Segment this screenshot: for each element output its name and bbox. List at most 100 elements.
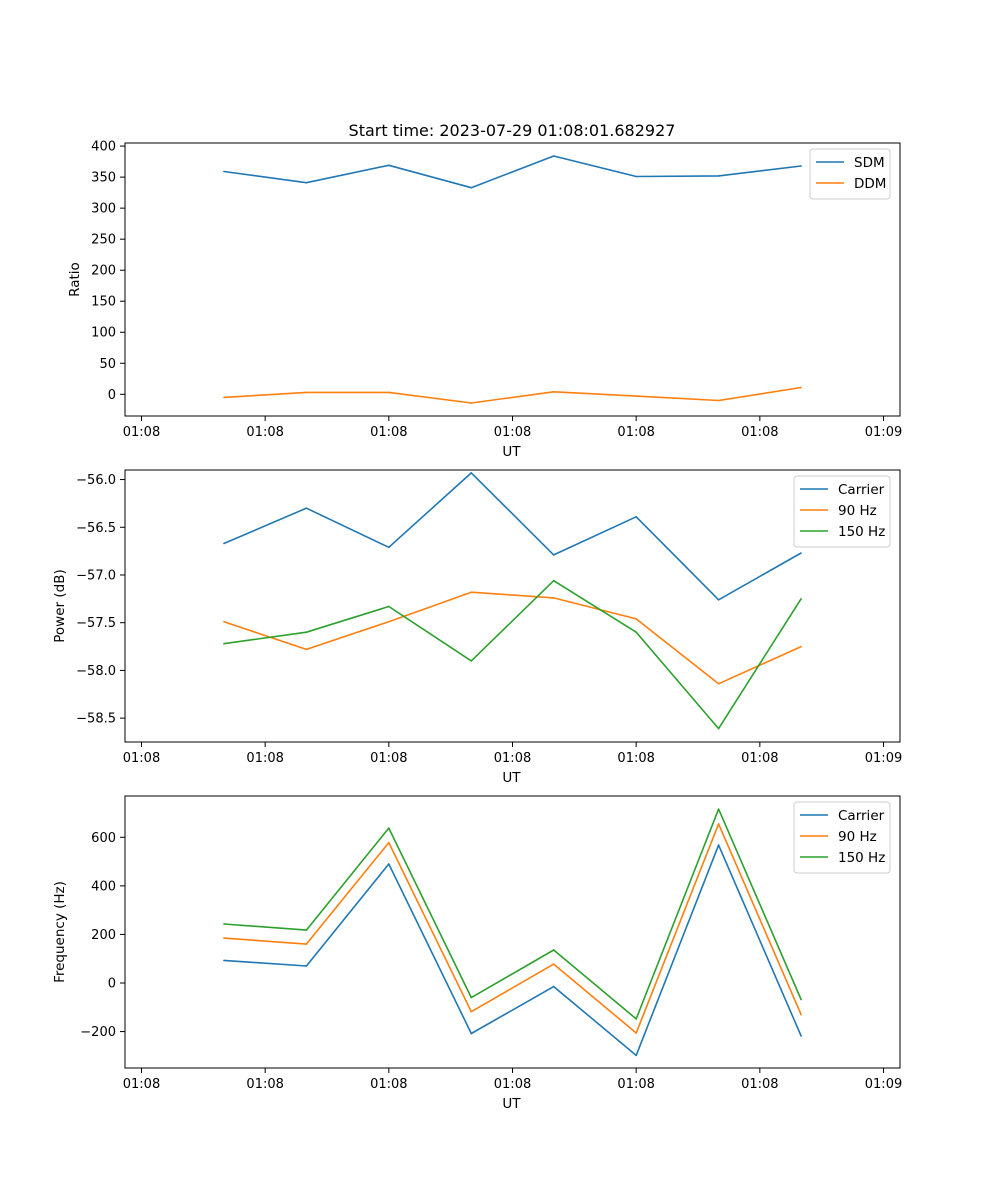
x-axis-label: UT: [502, 770, 521, 786]
data-point-sdm: [717, 175, 720, 177]
y-tick-label: 100: [91, 326, 116, 341]
x-tick-label: 01:09: [865, 751, 902, 766]
x-tick-label: 01:08: [741, 751, 778, 766]
subplot-power: 01:08 01:08 01:08 01:08 01:08 01:08 01:09 −58.5…: [52, 469, 902, 786]
y-tick-label: 600: [91, 831, 116, 846]
figure-title: Start time: 2023-07-29 01:08:01.682927: [349, 121, 676, 140]
legend-label: DDM: [854, 176, 886, 192]
data-point-90-hz: [717, 823, 720, 825]
data-point-sdm: [552, 155, 555, 157]
data-point-carrier: [470, 472, 473, 474]
data-point-carrier: [552, 554, 555, 556]
x-tick-label: 01:08: [370, 1077, 407, 1092]
data-point-carrier: [800, 1035, 802, 1037]
data-point-carrier: [470, 1032, 473, 1035]
x-tick-label: 01:08: [494, 425, 531, 440]
legend-label: Carrier: [838, 808, 885, 824]
x-tick-label: 01:09: [865, 425, 902, 440]
data-point-sdm: [635, 175, 637, 178]
data-point-carrier: [717, 844, 720, 846]
data-point-carrier: [717, 598, 720, 601]
x-tick-label: 01:08: [246, 1077, 283, 1092]
y-tick-label: −56.5: [76, 521, 116, 536]
data-point-150-hz: [305, 929, 308, 931]
data-point-carrier: [800, 552, 802, 554]
legend-label: 90 Hz: [838, 503, 877, 519]
x-tick-label: 01:08: [370, 425, 407, 440]
y-tick-label: 50: [99, 357, 116, 372]
y-axis-label: Power (dB): [52, 569, 68, 642]
series-line-carrier: [223, 472, 802, 601]
legend-label: 90 Hz: [838, 829, 877, 845]
data-point-90-hz: [388, 620, 390, 623]
x-tick-label: 01:08: [494, 751, 531, 766]
data-point-carrier: [388, 863, 390, 865]
subplot-ratio: 01:08 01:08 01:08 01:08 01:08 01:08 01:09 0 50 10…: [67, 140, 902, 460]
data-point-carrier: [305, 965, 308, 967]
data-point-150-hz: [388, 827, 390, 829]
y-tick-label: −200: [80, 1025, 116, 1040]
data-point-90-hz: [552, 597, 555, 599]
series-line-ddm: [223, 386, 802, 404]
y-tick-label: 200: [91, 264, 116, 279]
y-axis-label: Frequency (Hz): [52, 881, 68, 983]
y-tick-label: −58.0: [76, 664, 116, 679]
data-point-90-hz: [717, 682, 720, 685]
data-point-90-hz: [470, 591, 473, 593]
data-point-carrier: [635, 515, 637, 518]
data-point-sdm: [470, 186, 473, 189]
data-point-90-hz: [635, 1032, 637, 1034]
data-point-90-hz: [470, 1010, 473, 1013]
data-point-90-hz: [635, 618, 637, 620]
data-point-150-hz: [717, 727, 720, 730]
data-point-sdm: [223, 170, 225, 173]
x-tick-label: 01:08: [617, 1077, 654, 1092]
data-point-90-hz: [800, 645, 802, 648]
subplot-frequency: 01:08 01:08 01:08 01:08 01:08 01:08 01:09 −200 0…: [52, 795, 902, 1112]
data-point-150-hz: [800, 598, 802, 600]
y-tick-label: 400: [91, 879, 116, 894]
data-point-90-hz: [552, 963, 555, 965]
data-point-150-hz: [800, 998, 802, 1001]
data-point-ddm: [717, 399, 720, 402]
data-point-90-hz: [223, 620, 225, 623]
x-tick-label: 01:08: [246, 751, 283, 766]
data-point-150-hz: [635, 631, 637, 634]
data-point-150-hz: [552, 949, 555, 951]
data-point-ddm: [800, 386, 802, 389]
data-point-sdm: [305, 181, 308, 184]
data-point-90-hz: [305, 943, 308, 945]
x-tick-label: 01:08: [123, 425, 160, 440]
data-point-90-hz: [305, 648, 308, 651]
y-tick-label: 300: [91, 202, 116, 217]
y-tick-label: 0: [108, 388, 116, 403]
x-tick-label: 01:08: [741, 1077, 778, 1092]
legend-label: 150 Hz: [838, 524, 885, 540]
series-line-carrier: [223, 844, 802, 1057]
x-tick-label: 01:08: [246, 425, 283, 440]
data-point-carrier: [388, 546, 390, 549]
data-point-150-hz: [305, 631, 308, 634]
x-tick-label: 01:08: [617, 751, 654, 766]
series-line-90-hz: [223, 591, 802, 685]
data-point-sdm: [800, 165, 802, 167]
legend-box: [793, 801, 891, 874]
series-line-90-hz: [223, 823, 802, 1034]
data-point-ddm: [470, 402, 473, 404]
y-tick-label: −56.0: [76, 473, 116, 488]
data-point-150-hz: [470, 996, 473, 999]
data-point-150-hz: [470, 660, 473, 662]
data-point-carrier: [305, 507, 308, 509]
data-point-ddm: [388, 391, 390, 394]
x-tick-label: 01:08: [123, 1077, 160, 1092]
data-point-carrier: [552, 985, 555, 988]
data-point-ddm: [223, 396, 225, 399]
data-point-150-hz: [388, 605, 390, 608]
series-line-sdm: [223, 155, 802, 189]
y-tick-label: −57.5: [76, 616, 116, 631]
y-axis-label: Ratio: [67, 262, 83, 297]
y-tick-label: 350: [91, 171, 116, 186]
data-point-ddm: [635, 395, 637, 397]
x-axis-label: UT: [502, 444, 521, 460]
